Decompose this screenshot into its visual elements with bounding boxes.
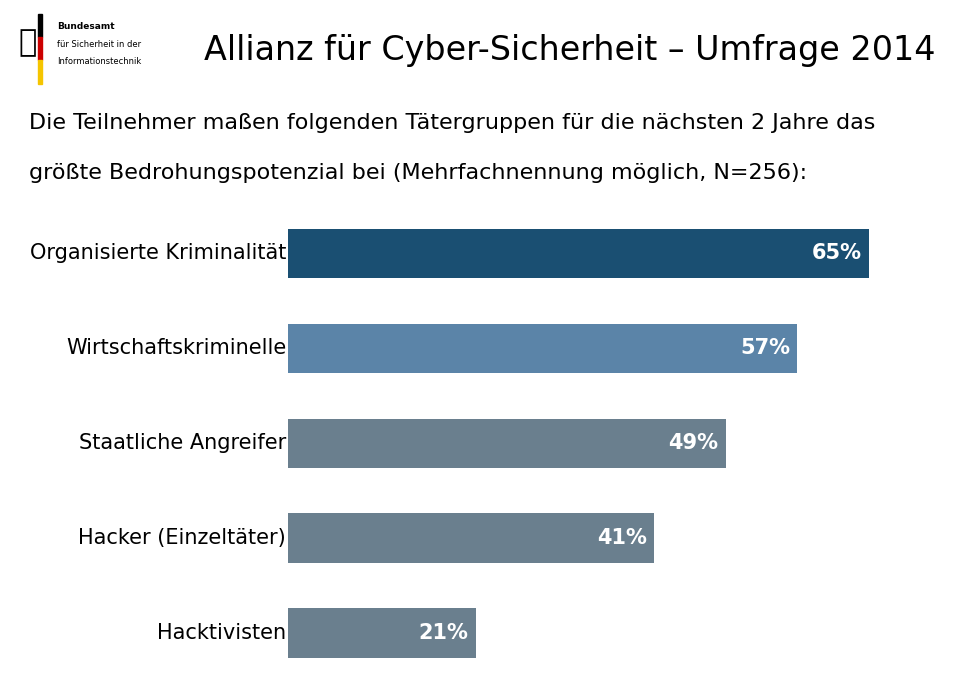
Text: 57%: 57% <box>740 339 790 358</box>
Text: Hacker (Einzeltäter): Hacker (Einzeltäter) <box>79 528 286 548</box>
Bar <box>288 419 726 468</box>
Text: Staatliche Angreifer: Staatliche Angreifer <box>79 433 286 453</box>
Text: Wirtschaftskriminelle: Wirtschaftskriminelle <box>66 339 286 358</box>
Text: Allianz für Cyber-Sicherheit – Umfrage 2014: Allianz für Cyber-Sicherheit – Umfrage 2… <box>204 34 936 67</box>
Text: 🦅: 🦅 <box>18 28 36 57</box>
Bar <box>38 14 42 37</box>
Bar <box>288 229 869 278</box>
Bar <box>288 324 797 373</box>
Text: 49%: 49% <box>668 433 719 453</box>
Text: für Sicherheit in der: für Sicherheit in der <box>57 40 141 50</box>
Text: Organisierte Kriminalität: Organisierte Kriminalität <box>30 244 286 263</box>
Text: 21%: 21% <box>419 623 468 643</box>
Text: Informationstechnik: Informationstechnik <box>57 57 141 66</box>
Text: 65%: 65% <box>811 244 861 263</box>
Text: Die Teilnehmer maßen folgenden Tätergruppen für die nächsten 2 Jahre das: Die Teilnehmer maßen folgenden Tätergrup… <box>29 112 876 133</box>
Text: 41%: 41% <box>597 528 647 548</box>
Text: größte Bedrohungspotenzial bei (Mehrfachnennung möglich, N=256):: größte Bedrohungspotenzial bei (Mehrfach… <box>29 163 807 183</box>
Bar <box>38 37 42 61</box>
Bar <box>288 514 655 563</box>
Bar <box>38 61 42 84</box>
Bar <box>288 609 475 658</box>
Text: Bundesamt: Bundesamt <box>57 22 114 31</box>
Text: Hacktivisten: Hacktivisten <box>156 623 286 643</box>
